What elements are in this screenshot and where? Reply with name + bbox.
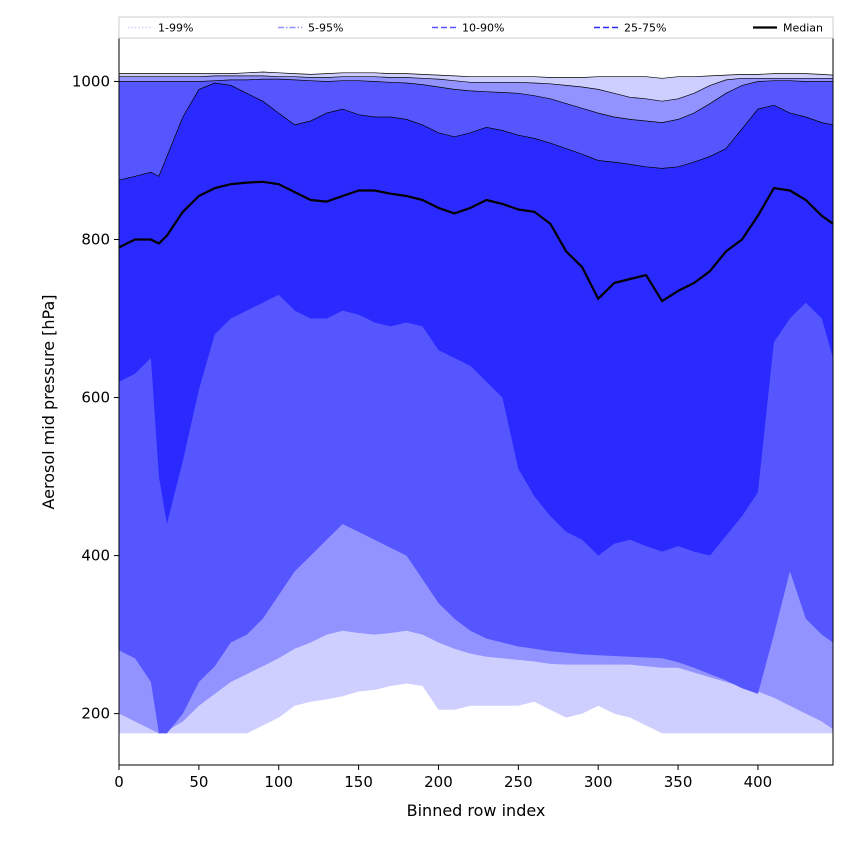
x-tick-label: 0: [114, 773, 124, 791]
legend-label: Median: [783, 22, 823, 35]
y-axis: 200 400 600 800 1000: [72, 72, 119, 723]
y-tick-label: 200: [81, 705, 110, 723]
y-axis-title: Aerosol mid pressure [hPa]: [39, 294, 58, 509]
x-axis: 0 50 100 150 200 250 300 350 400: [114, 765, 772, 791]
legend: 1-99% 5-95% 10-90% 25-75% Median: [118, 16, 834, 39]
band-edge-band-5-95: [119, 75, 833, 102]
legend-label: 5-95%: [308, 22, 343, 35]
legend-label: 10-90%: [462, 22, 504, 35]
y-tick-label: 1000: [72, 72, 110, 90]
x-tick-label: 300: [584, 773, 613, 791]
y-tick-label: 400: [81, 547, 110, 565]
band-edge-band-10-90: [119, 78, 833, 123]
band-band-25-75: [119, 83, 833, 556]
band-edge-band-1-99: [119, 71, 833, 79]
x-tick-label: 250: [504, 773, 533, 791]
percentile-bands: [119, 71, 833, 734]
x-tick-label: 200: [424, 773, 453, 791]
x-tick-label: 350: [664, 773, 693, 791]
band-edge-band-25-75: [119, 82, 833, 181]
x-tick-label: 400: [744, 773, 773, 791]
legend-label: 25-75%: [624, 22, 666, 35]
x-tick-label: 100: [264, 773, 293, 791]
y-tick-label: 600: [81, 389, 110, 407]
y-tick-label: 800: [81, 231, 110, 249]
legend-label: 1-99%: [158, 22, 193, 35]
median-series: [119, 180, 833, 303]
median-line: [119, 180, 833, 303]
legend-box: [118, 16, 834, 39]
x-tick-label: 150: [344, 773, 373, 791]
x-axis-title: Binned row index: [407, 801, 546, 820]
x-tick-label: 50: [189, 773, 208, 791]
